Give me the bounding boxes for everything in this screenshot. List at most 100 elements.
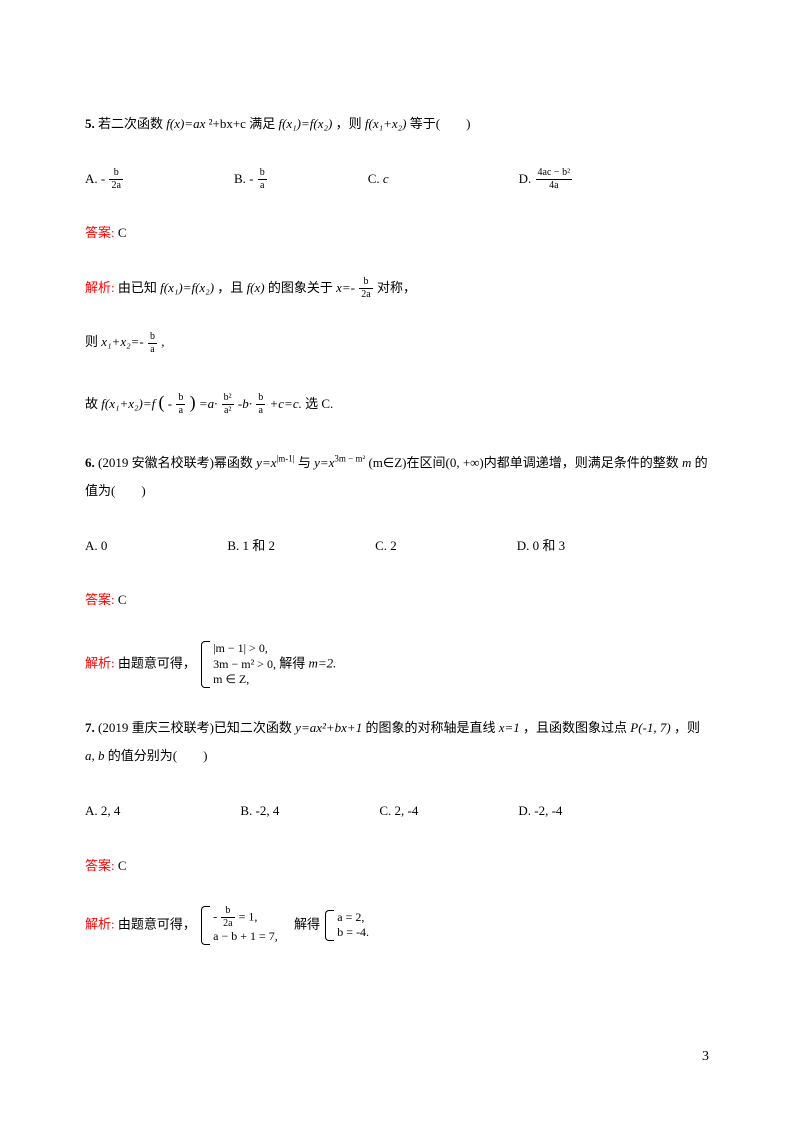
q6-text: (m∈Z)在区间(0, +∞)内都单调递增，则满足条件的整数 (368, 455, 682, 470)
brace-line-1: - b2a = 1, (213, 906, 278, 929)
system-brace-1: - b2a = 1, a − b + 1 = 7, (199, 906, 278, 945)
brace-body: - b2a = 1, a − b + 1 = 7, (213, 906, 278, 945)
sol-text: 则 (85, 334, 101, 349)
q5-text-2: ²+bx+c 满足 (209, 116, 279, 131)
q7-answer: 答案: C (85, 852, 709, 881)
q6-expr: y=x (314, 455, 334, 470)
q7-opt-b: B. -2, 4 (240, 797, 279, 826)
brace2-line-2: b = -4. (337, 925, 369, 941)
q5-opt-b: B. - ba (234, 165, 268, 194)
opt-sign: - (101, 171, 105, 186)
answer-label: 答案: (85, 225, 115, 240)
sol-text: 由题意可得， (118, 655, 196, 670)
q6-exp2: 3m − m² (334, 453, 365, 463)
q5-solution-line2: 则 x₁+x₂=- ba , (85, 328, 709, 357)
q5-opt-c: C. c (368, 165, 389, 194)
sol-expr: f(x₁)=f(x₂) (160, 280, 214, 295)
solution-label: 解析: (85, 655, 115, 670)
sol-expr: x₁+x₂=- (101, 334, 143, 349)
sol-frac: ba (256, 393, 265, 416)
q6-expr: y=x (256, 455, 276, 470)
sol-expr: =a· (199, 396, 218, 411)
sol-frac: ba (176, 393, 185, 416)
page-number: 3 (702, 1042, 709, 1073)
q5-options: A. - b2a B. - ba C. c D. 4ac − b²4a (85, 165, 709, 194)
solution-label: 解析: (85, 916, 115, 931)
opt-label: C. (368, 171, 380, 186)
solution-label: 解析: (85, 280, 115, 295)
opt-label: D. (519, 171, 532, 186)
answer-label: 答案: (85, 592, 115, 607)
brace-line-3: m ∈ Z, (213, 672, 276, 688)
sol-expr: +c=c. (270, 396, 302, 411)
system-brace: |m − 1| > 0, 3m − m² > 0, m ∈ Z, (199, 641, 276, 688)
sol-text: , (161, 334, 164, 349)
q6-opt-a: A. 0 (85, 532, 107, 561)
q6-opt-c: C. 2 (375, 532, 397, 561)
q5-fx1: f(x₁)=f(x₂) (278, 116, 332, 131)
sol-text: 选 C. (305, 396, 333, 411)
q6-text: (2019 安徽名校联考)幂函数 (98, 455, 256, 470)
q5-number: 5. (85, 116, 95, 131)
q5-solution-line3: 故 f(x₁+x₂)=f ( - ba ) =a· b²a² -b· ba +c… (85, 383, 709, 423)
q7-stem: 7. (2019 重庆三校联考)已知二次函数 y=ax²+bx+1 的图象的对称… (85, 714, 709, 771)
opt-frac: ba (258, 168, 267, 191)
answer-value: C (118, 592, 127, 607)
sol-text: 故 (85, 396, 101, 411)
q7-text: 的值分别为( ) (108, 748, 208, 763)
answer-value: C (118, 858, 127, 873)
q7-text: (2019 重庆三校联考)已知二次函数 (98, 720, 295, 735)
q5-fx12: f(x₁+x₂) (365, 116, 407, 131)
opt-frac: b2a (109, 168, 122, 191)
sol-expr: -b· (238, 396, 252, 411)
brace-body: |m − 1| > 0, 3m − m² > 0, m ∈ Z, (213, 641, 276, 688)
sol-frac: b2a (359, 277, 372, 300)
paren-right: ) (190, 392, 196, 412)
q5-opt-d: D. 4ac − b²4a (519, 165, 573, 194)
sol-text: 由已知 (118, 280, 160, 295)
q7-expr: x=1 (499, 720, 520, 735)
q6-var: m (682, 455, 691, 470)
q6-opt-b: B. 1 和 2 (227, 532, 275, 561)
sol-frac: ba (148, 332, 157, 355)
sol-text: 解得 (281, 916, 320, 931)
q6-number: 6. (85, 455, 95, 470)
q6-opt-d: D. 0 和 3 (517, 532, 565, 561)
q7-solution: 解析: 由题意可得， - b2a = 1, a − b + 1 = 7, 解得 … (85, 906, 709, 945)
q5-text-1: 若二次函数 (98, 116, 166, 131)
sol-frac: b²a² (222, 393, 234, 416)
sol-text: 由题意可得， (118, 916, 196, 931)
sol-text: 解得 (279, 655, 308, 670)
brace-line-1: |m − 1| > 0, (213, 641, 276, 657)
q5-opt-a: A. - b2a (85, 165, 124, 194)
opt-label: B. (234, 171, 246, 186)
q7-text: ，则 (674, 720, 700, 735)
q6-solution: 解析: 由题意可得， |m − 1| > 0, 3m − m² > 0, m ∈… (85, 641, 709, 688)
document-body: 5. 若二次函数 f(x)=ax ²+bx+c 满足 f(x₁)=f(x₂) ，… (85, 110, 709, 945)
q7-opt-d: D. -2, -4 (518, 797, 562, 826)
brace-frac: b2a (221, 906, 234, 929)
q7-opt-a: A. 2, 4 (85, 797, 120, 826)
sol-text: 对称， (377, 280, 416, 295)
opt-label: A. (85, 171, 98, 186)
sol-expr: f(x) (247, 280, 265, 295)
paren-left: ( (159, 392, 165, 412)
brace-line-2: 3m − m² > 0, (213, 657, 276, 673)
opt-frac: 4ac − b²4a (536, 168, 573, 191)
q5-text-4: 等于( ) (410, 116, 471, 131)
q7-expr: y=ax²+bx+1 (295, 720, 362, 735)
answer-label: 答案: (85, 858, 115, 873)
q5-text-3: ，则 (336, 116, 365, 131)
system-brace-2: a = 2, b = -4. (323, 910, 369, 941)
q7-text: ，且函数图象过点 (523, 720, 630, 735)
q5-answer: 答案: C (85, 219, 709, 248)
q6-stem: 6. (2019 安徽名校联考)幂函数 y=x|m-1| 与 y=x3m − m… (85, 449, 709, 506)
q7-options: A. 2, 4 B. -2, 4 C. 2, -4 D. -2, -4 (85, 797, 709, 826)
q7-opt-c: C. 2, -4 (379, 797, 418, 826)
sol-text: 的图象关于 (268, 280, 336, 295)
sol-sign: - (168, 396, 172, 411)
sol-expr: x=- (336, 280, 355, 295)
answer-value: C (118, 225, 127, 240)
q7-point: P(-1, 7) (630, 720, 670, 735)
q6-answer: 答案: C (85, 586, 709, 615)
